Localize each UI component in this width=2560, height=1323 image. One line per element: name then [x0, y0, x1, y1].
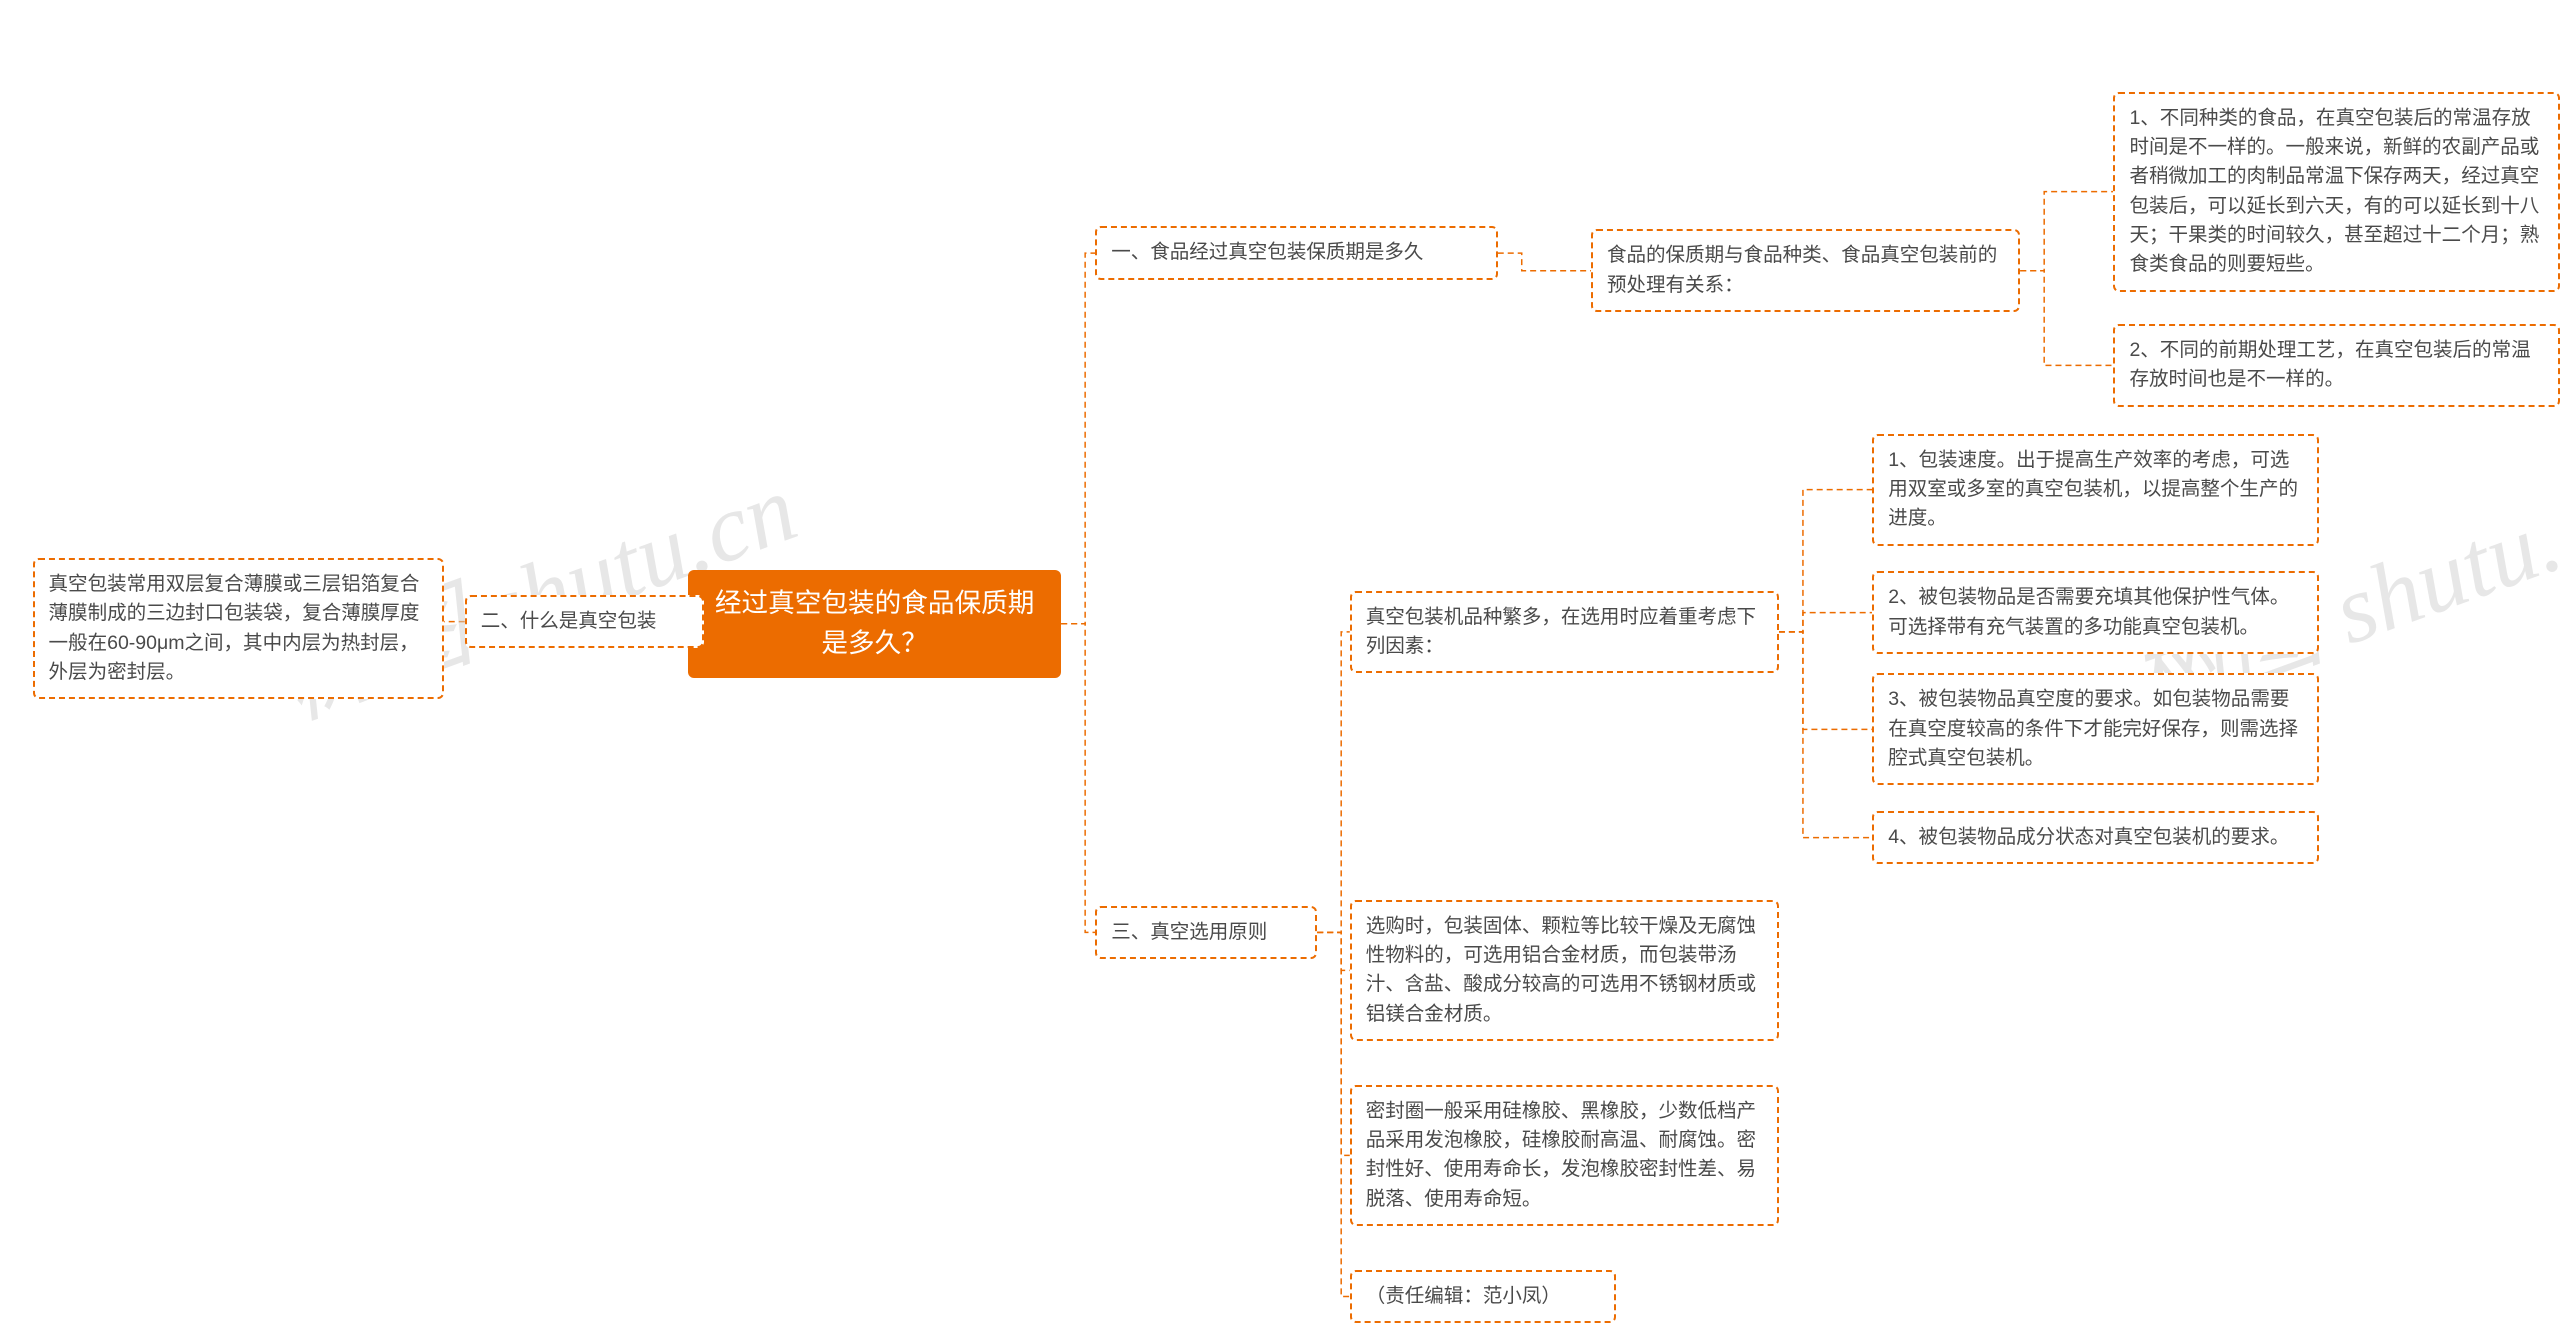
root-label: 经过真空包装的食品保质期是多久？	[715, 588, 1035, 658]
leaf-b3l4[interactable]: （责任编辑：范小凤）	[1350, 1270, 1616, 1323]
node-label: 2、不同的前期处理工艺，在真空包装后的常温存放时间也是不一样的。	[2129, 339, 2530, 390]
leaf-b1c1l2[interactable]: 2、不同的前期处理工艺，在真空包装后的常温存放时间也是不一样的。	[2113, 324, 2560, 407]
leaf-b3c1l4[interactable]: 4、被包装物品成分状态对真空包装机的要求。	[1872, 811, 2319, 864]
node-label: 选购时，包装固体、颗粒等比较干燥及无腐蚀性物料的，可选用铝合金材质，而包装带汤汁…	[1366, 915, 1756, 1025]
node-label: 二、什么是真空包装	[481, 610, 657, 632]
leaf-b3c1l3[interactable]: 3、被包装物品真空度的要求。如包装物品需要在真空度较高的条件下才能完好保存，则需…	[1872, 673, 2319, 785]
leaf-b3c1[interactable]: 真空包装机品种繁多，在选用时应着重考虑下列因素：	[1350, 591, 1779, 674]
node-label: 真空包装机品种繁多，在选用时应着重考虑下列因素：	[1366, 606, 1756, 657]
leaf-b1c1[interactable]: 食品的保质期与食品种类、食品真空包装前的预处理有关系：	[1591, 229, 2020, 312]
node-label: （责任编辑：范小凤）	[1366, 1285, 1561, 1307]
root-node[interactable]: 经过真空包装的食品保质期是多久？	[688, 570, 1061, 678]
branch-b2[interactable]: 二、什么是真空包装	[465, 595, 705, 648]
node-label: 密封圈一般采用硅橡胶、黑橡胶，少数低档产品采用发泡橡胶，硅橡胶耐高温、耐腐蚀。密…	[1366, 1100, 1756, 1210]
leaf-b2l1[interactable]: 真空包装常用双层复合薄膜或三层铝箔复合薄膜制成的三边封口包装袋，复合薄膜厚度一般…	[33, 558, 444, 699]
node-label: 1、包装速度。出于提高生产效率的考虑，可选用双室或多室的真空包装机，以提高整个生…	[1888, 449, 2298, 530]
node-label: 4、被包装物品成分状态对真空包装机的要求。	[1888, 826, 2289, 848]
leaf-b3c1l1[interactable]: 1、包装速度。出于提高生产效率的考虑，可选用双室或多室的真空包装机，以提高整个生…	[1872, 434, 2319, 546]
node-label: 食品的保质期与食品种类、食品真空包装前的预处理有关系：	[1607, 244, 1997, 295]
leaf-b3l2[interactable]: 选购时，包装固体、颗粒等比较干燥及无腐蚀性物料的，可选用铝合金材质，而包装带汤汁…	[1350, 900, 1779, 1041]
branch-b3[interactable]: 三、真空选用原则	[1095, 906, 1317, 959]
leaf-b1c1l1[interactable]: 1、不同种类的食品，在真空包装后的常温存放时间是不一样的。一般来说，新鲜的农副产…	[2113, 92, 2560, 292]
leaf-b3l3[interactable]: 密封圈一般采用硅橡胶、黑橡胶，少数低档产品采用发泡橡胶，硅橡胶耐高温、耐腐蚀。密…	[1350, 1085, 1779, 1226]
node-label: 三、真空选用原则	[1111, 921, 1267, 943]
node-label: 2、被包装物品是否需要充填其他保护性气体。可选择带有充气装置的多功能真空包装机。	[1888, 586, 2289, 637]
node-label: 一、食品经过真空包装保质期是多久	[1111, 241, 1423, 263]
leaf-b3c1l2[interactable]: 2、被包装物品是否需要充填其他保护性气体。可选择带有充气装置的多功能真空包装机。	[1872, 571, 2319, 654]
node-label: 1、不同种类的食品，在真空包装后的常温存放时间是不一样的。一般来说，新鲜的农副产…	[2129, 107, 2539, 275]
branch-b1[interactable]: 一、食品经过真空包装保质期是多久	[1095, 226, 1498, 279]
node-label: 3、被包装物品真空度的要求。如包装物品需要在真空度较高的条件下才能完好保存，则需…	[1888, 688, 2298, 769]
node-label: 真空包装常用双层复合薄膜或三层铝箔复合薄膜制成的三边封口包装袋，复合薄膜厚度一般…	[49, 573, 420, 683]
